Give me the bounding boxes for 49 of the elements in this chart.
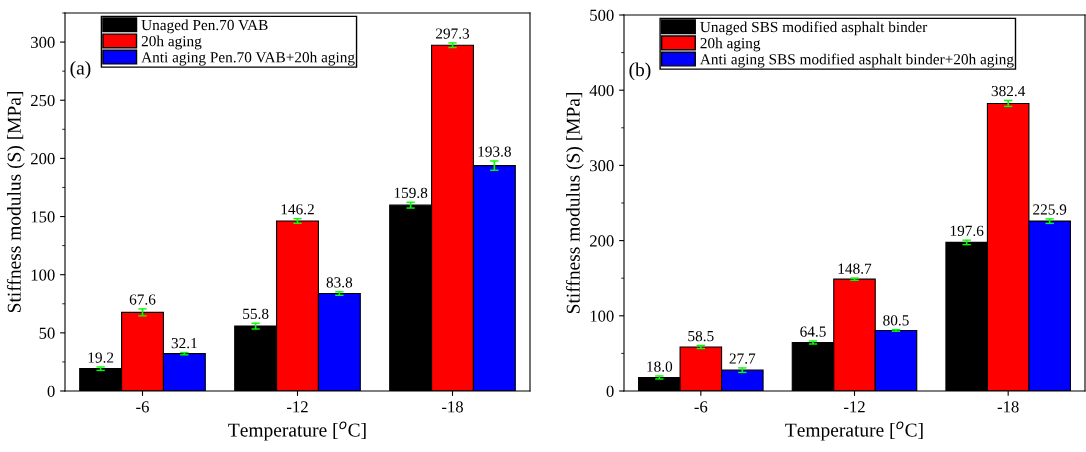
x-axis-title: Temperature [$^{o}$C] (785, 421, 923, 441)
legend-label: Anti aging SBS modified asphalt binder+20h aging (699, 53, 1014, 68)
data-label: 19.2 (88, 352, 114, 363)
data-label: 225.9 (1033, 204, 1067, 215)
data-label: 83.8 (326, 277, 353, 288)
annotation: (a) (70, 60, 91, 79)
y-axis-title: Stiffness modulus (S) [MPa] (565, 93, 584, 314)
x-tick-label: -18 (997, 401, 1019, 413)
data-label: 297.3 (435, 28, 470, 39)
y-tick-label: 300 (31, 36, 55, 49)
y-tick-label: 500 (590, 9, 614, 21)
data-label: 193.8 (478, 146, 511, 157)
y-tick-label: 300 (590, 160, 614, 172)
x-tick-label: -18 (442, 401, 463, 413)
y-axis-title: Stiffness modulus (S) [MPa] (6, 92, 25, 313)
y-tick-label: 50 (39, 327, 55, 339)
x-tick-label: -12 (844, 401, 865, 413)
data-label: 55.8 (243, 308, 269, 320)
y-tick-label: 100 (590, 310, 614, 322)
data-label: 67.6 (129, 294, 156, 305)
data-label: 27.7 (729, 353, 756, 364)
legend-label: Unaged SBS modified asphalt binder (700, 21, 928, 36)
data-label: 58.5 (688, 330, 714, 342)
x-tick-label: -6 (694, 401, 708, 413)
data-label: 32.1 (171, 338, 197, 349)
legend-label: 20h aging (141, 35, 202, 50)
y-tick-label: 200 (590, 235, 614, 247)
y-tick-label: 100 (31, 269, 55, 281)
data-label: 146.2 (281, 204, 314, 215)
y-tick-label: 150 (31, 211, 55, 223)
y-tick-label: 400 (589, 84, 614, 97)
data-label: 64.5 (800, 326, 826, 337)
y-tick-label: 250 (31, 94, 55, 107)
legend-label: Anti aging Pen.70 VAB+20h aging (141, 51, 355, 66)
data-label: 159.8 (394, 187, 428, 199)
data-label: 18.0 (647, 361, 673, 372)
data-label: 382.4 (991, 85, 1026, 97)
annotation: (b) (629, 62, 651, 81)
data-label: 80.5 (883, 315, 909, 326)
legend-label: Unaged Pen.70 VAB (141, 19, 268, 34)
y-tick-label: 200 (31, 153, 55, 165)
y-tick-label: 0 (47, 385, 55, 397)
x-tick-label: -6 (136, 401, 149, 413)
data-label: 197.6 (950, 225, 984, 236)
legend-label: 20h aging (700, 37, 761, 52)
x-tick-label: -12 (287, 401, 308, 413)
y-tick-label: 0 (606, 385, 614, 397)
x-axis-title: Temperature [$^{o}$C] (228, 421, 366, 441)
data-label: 148.7 (838, 263, 872, 274)
